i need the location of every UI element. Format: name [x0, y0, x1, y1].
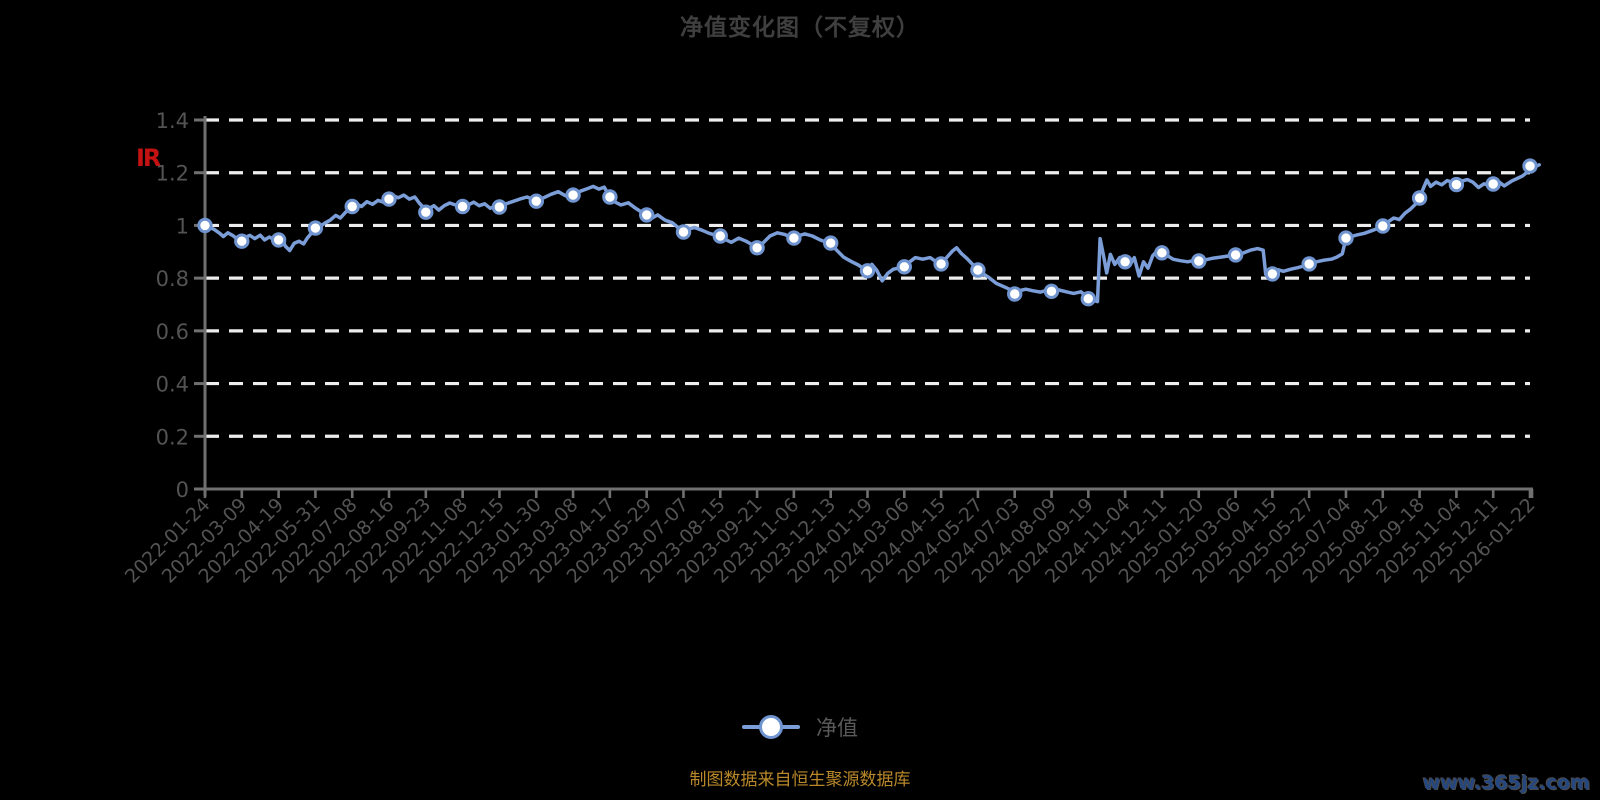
- nav-data-point: [1522, 158, 1538, 174]
- legend[interactable]: 净值: [0, 712, 1600, 742]
- chart-title: 净值变化图（不复权）: [680, 15, 920, 41]
- nav-data-point: [1485, 176, 1501, 192]
- red-axis-badge-text: IR: [136, 144, 161, 172]
- nav-data-point: [602, 189, 618, 205]
- nav-data-point: [1375, 218, 1391, 234]
- y-tick-label: 1.4: [156, 109, 189, 133]
- nav-data-point: [270, 232, 287, 248]
- y-tick-label: 0: [176, 478, 189, 502]
- nav-data-point: [234, 233, 250, 249]
- nav-data-point: [823, 235, 839, 251]
- nav-data-point: [1154, 245, 1170, 261]
- nav-data-point: [1338, 230, 1354, 246]
- nav-data-point: [1043, 283, 1060, 299]
- nav-line-series: [203, 163, 1541, 304]
- y-tick-label: 0.8: [156, 267, 189, 291]
- nav-data-point: [1448, 176, 1465, 193]
- nav-data-point: [1117, 254, 1133, 270]
- legend-dot-icon: [759, 715, 783, 739]
- nav-data-point: [1411, 190, 1428, 206]
- nav-data-point: [491, 199, 508, 215]
- y-tick-label: 1.2: [156, 162, 189, 186]
- nav-data-point: [1080, 291, 1097, 307]
- nav-data-point: [859, 263, 876, 279]
- legend-label: 净值: [816, 716, 858, 740]
- y-tick-label: 0.2: [156, 425, 189, 449]
- legend-line-marker-icon: [742, 714, 800, 740]
- nav-data-point: [197, 217, 213, 234]
- y-tick-label: 0.6: [156, 320, 189, 344]
- nav-data-point: [1007, 286, 1023, 302]
- nav-data-point: [307, 220, 324, 236]
- nav-data-point: [970, 262, 986, 278]
- nav-data-point: [1301, 256, 1317, 272]
- nav-data-point: [786, 230, 802, 246]
- data-source-note: 制图数据来自恒生聚源数据库: [689, 770, 911, 790]
- nav-data-point: [528, 193, 544, 209]
- nav-data-point: [1191, 253, 1207, 269]
- y-tick-label: 0.4: [156, 373, 189, 397]
- y-tick-label: 1: [176, 214, 189, 238]
- site-watermark: www.365jz.com: [1422, 772, 1590, 794]
- nav-data-point: [381, 191, 397, 207]
- nav-data-point: [565, 187, 581, 203]
- nav-data-point: [933, 256, 949, 272]
- nav-data-point: [418, 204, 434, 220]
- nav-data-point: [639, 207, 655, 223]
- nav-data-point: [675, 224, 692, 240]
- nav-data-point: [344, 198, 360, 215]
- nav-data-point: [896, 259, 912, 275]
- nav-data-point: [454, 198, 471, 215]
- nav-data-point: [712, 228, 728, 244]
- nav-data-point: [749, 240, 765, 256]
- nav-data-point: [1264, 266, 1281, 282]
- nav-data-point: [1227, 247, 1244, 263]
